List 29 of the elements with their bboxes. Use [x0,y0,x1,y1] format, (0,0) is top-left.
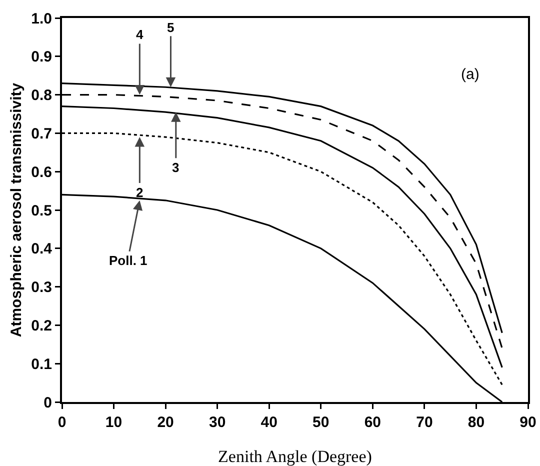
y-tick-label: 0 [44,394,52,412]
annotation: 2 [136,185,144,200]
y-tick-label: 1.0 [31,10,52,28]
y-tick-label: 0.5 [31,202,52,220]
x-tick-label: 50 [312,414,330,431]
y-tick-label: 0.4 [31,240,53,258]
y-tick-label: 0.8 [31,87,52,104]
y-tick-label: 0.6 [31,164,52,181]
annotation: Poll. 1 [109,253,148,268]
x-tick-label: 80 [468,414,485,431]
x-tick-label: 30 [208,414,226,431]
x-tick-label: 20 [157,414,174,431]
y-tick-label: 0.3 [31,279,52,296]
x-axis-title: Zenith Angle (Degree) [218,447,372,466]
x-tick-label: 60 [364,414,382,431]
annotation: (a) [461,66,480,83]
y-tick-label: 0.9 [31,48,52,66]
x-tick-label: 70 [416,414,433,431]
y-axis-title: Atmospheric aerosol transmissivity [8,82,25,338]
annotation: 3 [172,160,180,175]
x-tick-label: 0 [58,414,66,431]
y-tick-label: 0.1 [31,356,52,373]
y-tick-label: 0.7 [31,125,52,142]
x-tick-label: 10 [105,414,122,431]
x-tick-label: 40 [260,414,278,431]
x-tick-label: 90 [520,414,536,431]
y-tick-label: 0.2 [31,317,52,334]
annotation: 4 [136,27,144,42]
annotation: 5 [167,20,174,35]
